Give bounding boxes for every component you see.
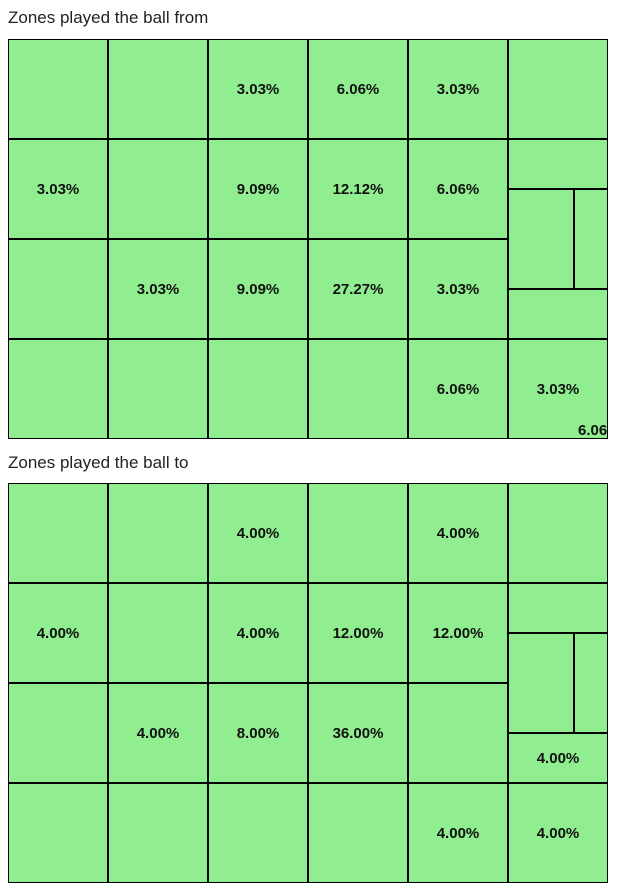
from-zone-r4-c3 — [208, 339, 308, 439]
to-section-title: Zones played the ball to — [8, 453, 189, 472]
from-zone-r2-c4: 12.12% — [308, 139, 408, 239]
to-zone-r4-c4 — [308, 783, 408, 883]
from-zone-r1-c3: 3.03% — [208, 39, 308, 139]
to-zone-r1-c4 — [308, 483, 408, 583]
from-zone-r4-c2 — [108, 339, 208, 439]
from-zone-r3-c1 — [8, 239, 108, 339]
from-zone-r4-c6: 3.03% — [508, 339, 608, 439]
from-zone-r2-c5: 6.06% — [408, 139, 508, 239]
to-zone-r3-c5 — [408, 683, 508, 783]
from-zone-r1-c1 — [8, 39, 108, 139]
from-zone-r2-c2 — [108, 139, 208, 239]
from-zone-r3-c4: 27.27% — [308, 239, 408, 339]
to-zone-r3-c2: 4.00% — [108, 683, 208, 783]
from-zone-r4-c1 — [8, 339, 108, 439]
to-zone-r3-c3: 8.00% — [208, 683, 308, 783]
from-penalty-box-right — [574, 189, 608, 289]
to-zone-grid: 4.00% 4.00% 4.00% 4.00% 12.00% 12.00% 4.… — [8, 483, 608, 883]
from-zone-r3-c3: 9.09% — [208, 239, 308, 339]
to-zone-r2-c1: 4.00% — [8, 583, 108, 683]
to-zone-r1-c5: 4.00% — [408, 483, 508, 583]
from-zone-r1-c5: 3.03% — [408, 39, 508, 139]
to-zone-r4-c1 — [8, 783, 108, 883]
to-penalty-box-left — [508, 633, 574, 733]
to-zone-r4-c3 — [208, 783, 308, 883]
from-zone-grid: 3.03% 6.06% 3.03% 3.03% 9.09% 12.12% 6.0… — [8, 39, 608, 439]
from-zone-r2-c1: 3.03% — [8, 139, 108, 239]
to-zone-r1-c6 — [508, 483, 608, 583]
from-zone-r4-c4 — [308, 339, 408, 439]
to-zone-r4-c2 — [108, 783, 208, 883]
to-zone-r2-c4: 12.00% — [308, 583, 408, 683]
from-section-title: Zones played the ball from — [8, 8, 209, 27]
from-zone-r1-c2 — [108, 39, 208, 139]
to-zone-r2-c2 — [108, 583, 208, 683]
to-zone-r4-c5: 4.00% — [408, 783, 508, 883]
to-zone-r2-c5: 12.00% — [408, 583, 508, 683]
to-zone-r3-c1 — [8, 683, 108, 783]
from-zone-r1-c4: 6.06% — [308, 39, 408, 139]
from-zone-r2-c3: 9.09% — [208, 139, 308, 239]
to-zone-r2-c6 — [508, 583, 608, 633]
from-penalty-box-left — [508, 189, 574, 289]
to-zone-r1-c1 — [8, 483, 108, 583]
to-zone-r4-c6: 4.00% — [508, 783, 608, 883]
from-overflow-label: 6.06 — [578, 422, 608, 439]
from-zone-r3-c2: 3.03% — [108, 239, 208, 339]
from-zone-r3-c6 — [508, 289, 608, 339]
to-penalty-box-right — [574, 633, 608, 733]
to-zone-r2-c3: 4.00% — [208, 583, 308, 683]
from-zone-r3-c5: 3.03% — [408, 239, 508, 339]
to-zone-r3-c4: 36.00% — [308, 683, 408, 783]
to-zone-r1-c3: 4.00% — [208, 483, 308, 583]
from-zone-r4-c5: 6.06% — [408, 339, 508, 439]
to-zone-r1-c2 — [108, 483, 208, 583]
from-zone-r1-c6 — [508, 39, 608, 139]
to-zone-r3-c6: 4.00% — [508, 733, 608, 783]
from-zone-r2-c6 — [508, 139, 608, 189]
